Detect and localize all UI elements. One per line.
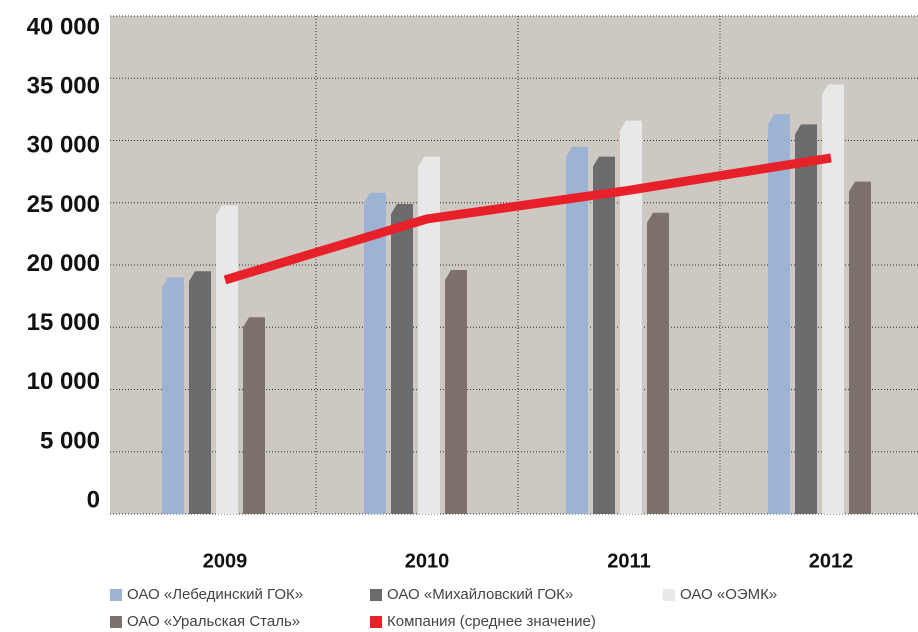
bar — [620, 120, 642, 514]
bar — [768, 114, 790, 514]
y-tick-label: 0 — [87, 486, 100, 513]
legend-label: Компания (среднее значение) — [387, 613, 596, 630]
y-tick-label: 40 000 — [27, 13, 100, 40]
bar — [243, 317, 265, 514]
legend-label: ОАО «Лебединский ГОК» — [127, 586, 303, 603]
x-tick-label: 2011 — [607, 550, 650, 572]
y-tick-label: 5 000 — [40, 427, 100, 454]
bar — [822, 84, 844, 514]
bar — [364, 192, 386, 515]
y-tick-label: 35 000 — [27, 72, 100, 99]
legend-label: ОАО «ОЭМК» — [680, 586, 777, 603]
x-tick-label: 2012 — [809, 550, 854, 572]
x-tick-label: 2009 — [203, 550, 248, 572]
legend-swatch — [663, 589, 675, 601]
line-series — [223, 153, 832, 285]
bar — [189, 271, 211, 514]
y-tick-label: 25 000 — [27, 191, 100, 218]
bar — [849, 181, 871, 514]
bar — [418, 156, 440, 514]
legend-swatch — [110, 589, 122, 601]
legend-swatch — [370, 616, 382, 628]
y-tick-label: 10 000 — [27, 368, 100, 395]
x-tick-label: 2010 — [405, 550, 450, 572]
bar — [162, 277, 184, 514]
bar — [795, 124, 817, 514]
legend-swatch — [110, 616, 122, 628]
bar — [593, 156, 615, 514]
legend-swatch — [370, 589, 382, 601]
legend-label: ОАО «Уральская Сталь» — [127, 613, 300, 630]
bar — [566, 146, 588, 514]
bar — [445, 269, 467, 514]
y-tick-label: 20 000 — [27, 250, 100, 277]
bar — [216, 205, 238, 515]
bar — [391, 203, 413, 514]
y-tick-label: 30 000 — [27, 132, 100, 159]
y-tick-label: 15 000 — [27, 309, 100, 336]
bar — [647, 212, 669, 514]
legend-label: ОАО «Михайловский ГОК» — [387, 586, 573, 603]
